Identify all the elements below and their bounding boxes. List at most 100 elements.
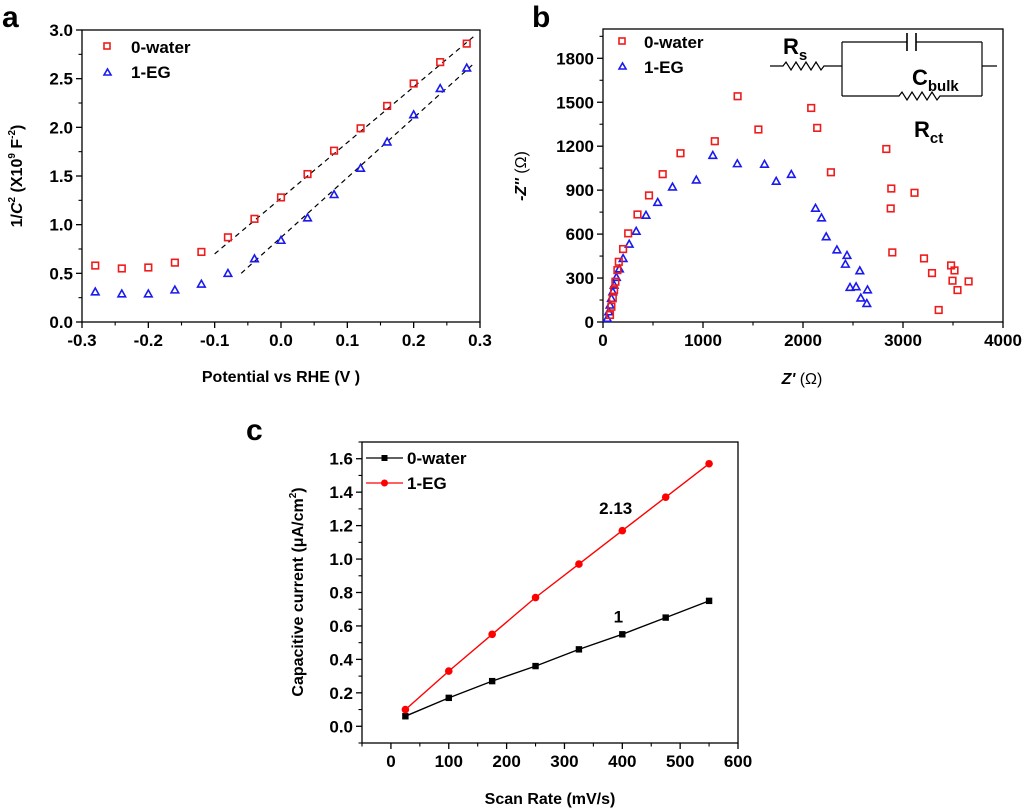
legend-marker-0-water-a <box>103 42 111 50</box>
point-0-water <box>807 103 816 113</box>
point-1-eg <box>355 162 366 173</box>
point-0-water <box>329 146 339 155</box>
legend-marker-1-eg-c <box>381 479 388 487</box>
legend-marker-1-eg-b <box>617 61 628 70</box>
point-0-water <box>964 277 973 286</box>
point-0-water <box>618 244 628 254</box>
point-0-water <box>197 247 206 257</box>
point-0-water <box>733 92 742 101</box>
point-0-water <box>250 214 259 223</box>
y-tick-label: 0.0 <box>49 313 73 332</box>
point-0-water <box>276 193 286 202</box>
point-0-water <box>611 277 620 286</box>
point-1-eg <box>861 297 872 308</box>
x-tick-label: -0.2 <box>134 331 163 350</box>
point-0-water <box>919 254 929 263</box>
point-1-eg <box>275 234 287 245</box>
point-0-water <box>575 646 583 653</box>
point-0-water <box>624 229 633 238</box>
y-tick-label: 1.0 <box>329 550 353 569</box>
y-tick-label: 1.6 <box>329 450 353 469</box>
slope-annotation-1-eg: 2.13 <box>599 499 632 518</box>
point-1-eg <box>444 667 453 675</box>
legend-a: 0-water 1-EG <box>102 38 191 82</box>
point-1-eg <box>381 136 393 146</box>
point-0-water <box>356 124 365 133</box>
y-tick-label: 0.8 <box>329 584 353 603</box>
point-1-eg <box>759 158 770 169</box>
y-tick-label: 1.5 <box>49 167 73 186</box>
y-axis-title-b: -Z'' (Ω) <box>513 151 530 201</box>
panel-label-c: c <box>246 414 263 447</box>
point-0-water <box>826 168 835 177</box>
point-0-water <box>888 248 897 257</box>
series-line-0-water <box>405 600 710 717</box>
series-lines-c <box>404 463 710 717</box>
point-0-water <box>532 662 539 670</box>
y-axis-title-c: Capacitive current (μA/cm2) <box>288 487 307 696</box>
x-tick-label: 100 <box>435 752 463 771</box>
y-tick-label: 0.2 <box>329 684 353 703</box>
point-1-eg <box>401 705 410 714</box>
point-1-eg <box>169 284 181 294</box>
point-0-water <box>462 39 471 48</box>
point-1-eg <box>624 238 635 248</box>
point-0-water <box>934 305 943 315</box>
legend-marker-0-water-c <box>381 455 388 461</box>
x-tick-label: 0.3 <box>468 331 492 350</box>
x-tick-label: 400 <box>608 752 636 771</box>
x-tick-label: 500 <box>666 752 694 771</box>
point-0-water <box>613 266 622 275</box>
axis-ticks-a: -0.3 -0.2 -0.1 0.0 0.1 0.2 0.3 0.0 0.5 1.0 1.5 2.0 2… <box>49 21 491 350</box>
x-axis-title-c: Scan Rate (mV/s) <box>485 791 616 808</box>
x-tick-label: 0.1 <box>336 331 360 350</box>
point-1-eg <box>841 249 853 260</box>
point-0-water <box>117 264 126 273</box>
x-tick-label: 0 <box>386 752 395 771</box>
point-0-water <box>710 137 719 146</box>
point-1-eg <box>667 181 678 191</box>
y-tick-label: 300 <box>566 269 594 288</box>
x-tick-label: 4000 <box>984 331 1022 350</box>
legend-label-1-eg-c: 1-EG <box>407 474 447 493</box>
point-0-water <box>303 169 312 179</box>
y-tick-label: 0.6 <box>329 617 353 636</box>
x-tick-label: 3000 <box>884 331 922 350</box>
legend-marker-1-eg-a <box>102 67 113 76</box>
point-0-water <box>619 631 626 638</box>
y-tick-label: 2.5 <box>49 70 73 89</box>
point-1-eg <box>531 593 540 602</box>
y-tick-label: 1500 <box>556 93 594 112</box>
point-0-water <box>91 261 100 270</box>
legend-label-0-water-b: 0-water <box>644 33 704 52</box>
point-0-water <box>383 101 392 111</box>
point-0-water <box>608 294 617 303</box>
point-1-eg <box>732 158 743 168</box>
point-1-eg <box>116 288 127 298</box>
equivalent-circuit-inset <box>770 33 997 102</box>
point-1-eg <box>821 231 832 241</box>
capacitor-cbulk-icon <box>906 33 917 51</box>
point-0-water <box>445 694 452 702</box>
point-0-water <box>813 123 822 132</box>
point-1-eg <box>850 281 862 291</box>
point-0-water <box>409 79 418 88</box>
x-axis-title-a: Potential vs RHE (V ) <box>202 369 360 386</box>
point-0-water <box>144 263 153 272</box>
point-1-eg <box>196 278 207 288</box>
legend-label-0-water-a: 0-water <box>131 38 191 57</box>
panel-b: b 0 1000 2000 3000 4000 0 300 600 900 1200 1500 180… <box>513 1 1022 388</box>
point-1-eg <box>707 149 718 160</box>
y-tick-label: 3.0 <box>49 21 73 40</box>
legend-label-1-eg-a: 1-EG <box>131 63 171 82</box>
point-0-water <box>436 58 445 67</box>
point-0-water <box>676 149 685 158</box>
panel-label-b: b <box>532 1 550 34</box>
point-1-eg <box>435 82 446 93</box>
point-1-eg <box>611 271 622 282</box>
point-1-eg <box>854 265 865 275</box>
point-0-water <box>948 276 957 285</box>
panel-c: c 0 100 200 300 400 500 600 0.0 0.2 0.4 0.6 0.8 1.0 1… <box>246 414 752 808</box>
point-0-water <box>705 597 713 605</box>
